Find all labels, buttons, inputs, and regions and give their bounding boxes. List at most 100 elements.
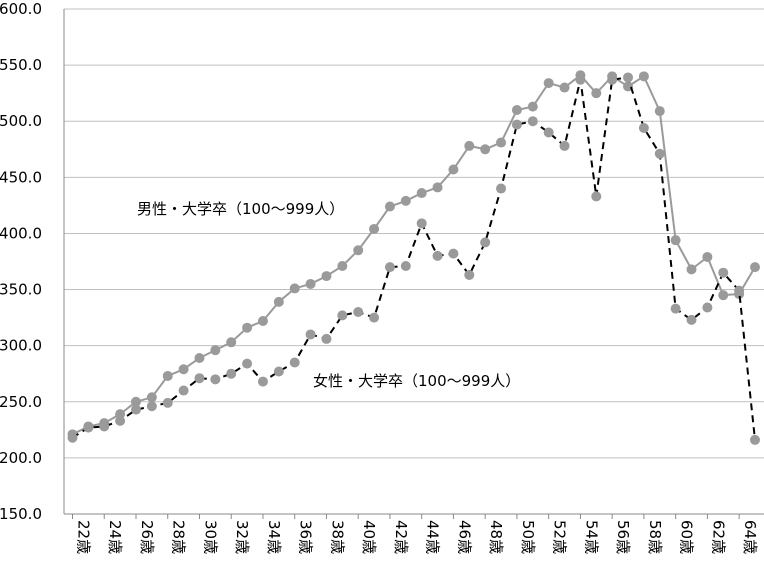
x-tick-label: 40歳 [360,520,378,554]
data-point [257,376,268,387]
x-tick-label: 26歳 [138,520,156,554]
x-tick-label: 38歳 [328,520,346,554]
data-point [305,329,316,340]
series-female [67,72,760,445]
data-point [464,140,475,151]
data-point [448,164,459,175]
data-point [146,401,157,412]
y-axis: 150.0 200.0 250.0 300.0 350.0 400.0 450.0 500.0… [0,0,42,523]
data-point [162,397,173,408]
x-tick-label: 44歳 [424,520,442,554]
data-point [130,396,141,407]
data-point [321,271,332,282]
y-tick-label: 200.0 [0,449,42,467]
data-point [226,337,237,348]
data-point [702,302,713,313]
data-point [638,122,649,133]
data-point [115,415,126,426]
data-point [337,260,348,271]
data-point [178,385,189,396]
data-point [210,374,221,385]
x-tick-label: 24歳 [106,520,124,554]
data-point [226,368,237,379]
x-tick-label: 62歳 [709,520,727,554]
data-point [242,358,253,369]
x-tick-label: 54歳 [582,520,600,554]
x-tick-label: 34歳 [265,520,283,554]
data-point [289,283,300,294]
x-tick-label: 22歳 [75,520,93,554]
data-point [210,345,221,356]
x-axis: 22歳 24歳 26歳 28歳 30歳 32歳 34歳 36歳 38歳 40歳 42歳 44歳 46歳 4… [72,514,759,554]
data-point [527,101,538,112]
data-point [591,88,602,99]
data-point [543,78,554,89]
data-point [527,116,538,127]
x-tick-label: 64歳 [741,520,759,554]
data-point [416,188,427,199]
data-point [607,74,618,85]
data-point [511,105,522,115]
data-point [686,264,697,275]
data-point [369,223,380,234]
data-point [702,252,713,263]
plot-area [64,9,764,514]
data-point [257,315,268,326]
data-point [432,250,443,261]
gridlines [63,8,764,515]
data-point [511,119,522,130]
x-tick-label: 52歳 [551,520,569,554]
data-point [337,310,348,321]
data-point [591,191,602,202]
x-tick-label: 42歳 [392,520,410,554]
data-point [480,144,491,155]
x-tick-label: 50歳 [519,520,537,554]
data-point [496,137,507,148]
x-tick-label: 36歳 [297,520,315,554]
y-tick-label: 250.0 [0,393,42,411]
y-tick-label: 500.0 [0,112,42,130]
data-point [670,303,681,314]
data-point [670,235,681,246]
x-tick-label: 46歳 [455,520,473,554]
data-point [146,392,157,403]
y-tick-label: 400.0 [0,224,42,242]
data-point [353,245,364,256]
data-point [416,218,427,229]
data-point [718,290,729,301]
data-point [750,434,760,445]
data-point [718,267,729,278]
data-point [543,127,554,138]
data-point [654,106,665,117]
x-tick-label: 30歳 [201,520,219,554]
y-tick-label: 450.0 [0,168,42,186]
data-point [623,81,634,92]
data-point [686,314,697,325]
data-point [432,182,443,193]
data-point [559,140,570,151]
y-tick-label: 550.0 [0,56,42,74]
data-point [305,278,316,289]
y-tick-label: 350.0 [0,281,42,299]
x-tick-label: 58歳 [646,520,664,554]
data-point [623,72,634,83]
data-point [194,353,205,364]
data-point [242,322,253,333]
data-point [289,357,300,368]
data-point [496,183,507,194]
data-point [369,312,380,323]
data-point [750,262,760,273]
x-tick-label: 32歳 [233,520,251,554]
x-tick-label: 28歳 [170,520,188,554]
data-point [654,148,665,159]
annotation-female: 女性・大学卒（100～999人） [313,372,520,390]
data-point [575,74,586,85]
data-point [559,82,570,93]
data-point [194,373,205,384]
data-point [273,296,284,307]
x-tick-label: 48歳 [487,520,505,554]
data-point [321,333,332,344]
y-tick-label: 300.0 [0,337,42,355]
data-point [400,195,411,206]
